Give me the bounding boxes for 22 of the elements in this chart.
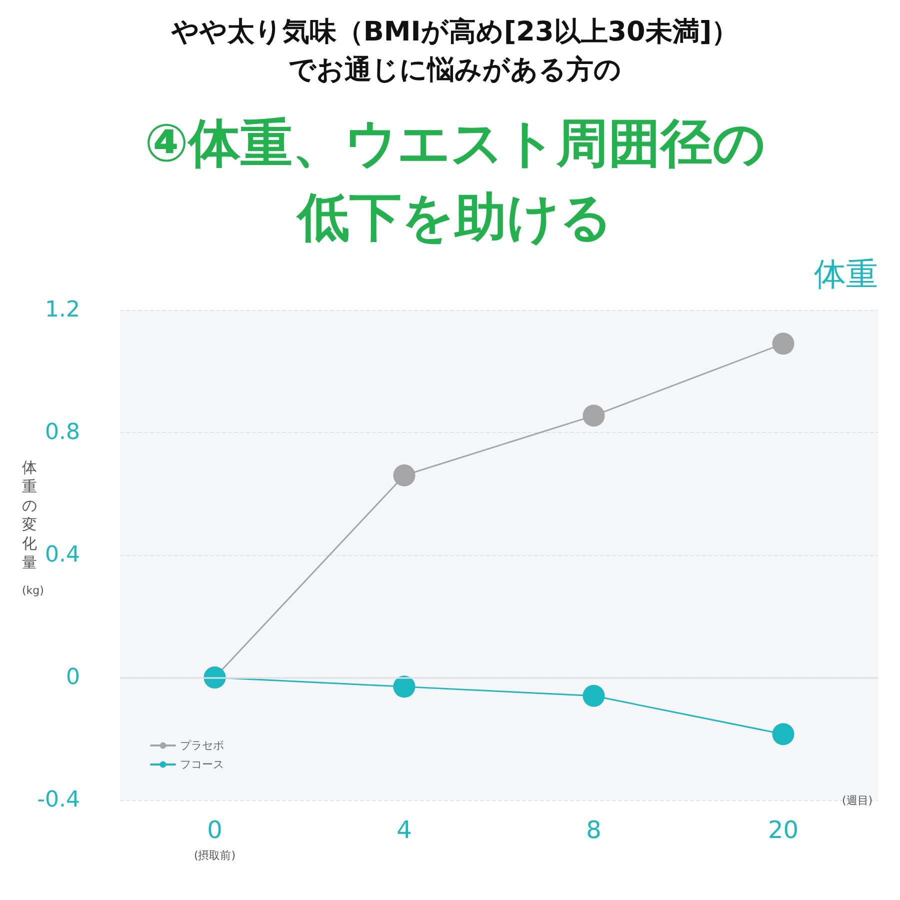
point bbox=[393, 464, 416, 486]
y-tick-label: 0 bbox=[66, 665, 80, 690]
y-tick-label: 0.8 bbox=[45, 420, 80, 445]
y-tick-label: -0.4 bbox=[37, 788, 80, 812]
x-tick-label: 8 bbox=[586, 816, 602, 844]
point bbox=[582, 684, 605, 707]
legend-label: フコース bbox=[180, 758, 224, 771]
chart-title: やや太り気味（BMIが高め[23以上30未満]）でお通じに悩みがある方の bbox=[170, 16, 739, 86]
chart-subtitle: ④体重、ウエスト周囲径の低下を助ける bbox=[144, 114, 766, 248]
x-tick-label: 20 bbox=[768, 816, 799, 844]
point bbox=[772, 332, 794, 355]
x-tick-label: 4 bbox=[396, 816, 412, 844]
x-axis-title: (週目) bbox=[842, 794, 873, 807]
point bbox=[582, 404, 605, 427]
text: 体重 bbox=[814, 255, 878, 293]
x-tick-label: 0 (摂取前) bbox=[194, 816, 236, 862]
y-axis-title: 体重の変化量 (kg) bbox=[22, 458, 44, 597]
point bbox=[393, 676, 416, 698]
point bbox=[772, 723, 794, 746]
y-tick-label: 1.2 bbox=[45, 298, 80, 322]
y-tick-label: 0.4 bbox=[45, 542, 80, 568]
legend-label: プラセボ bbox=[180, 739, 224, 752]
